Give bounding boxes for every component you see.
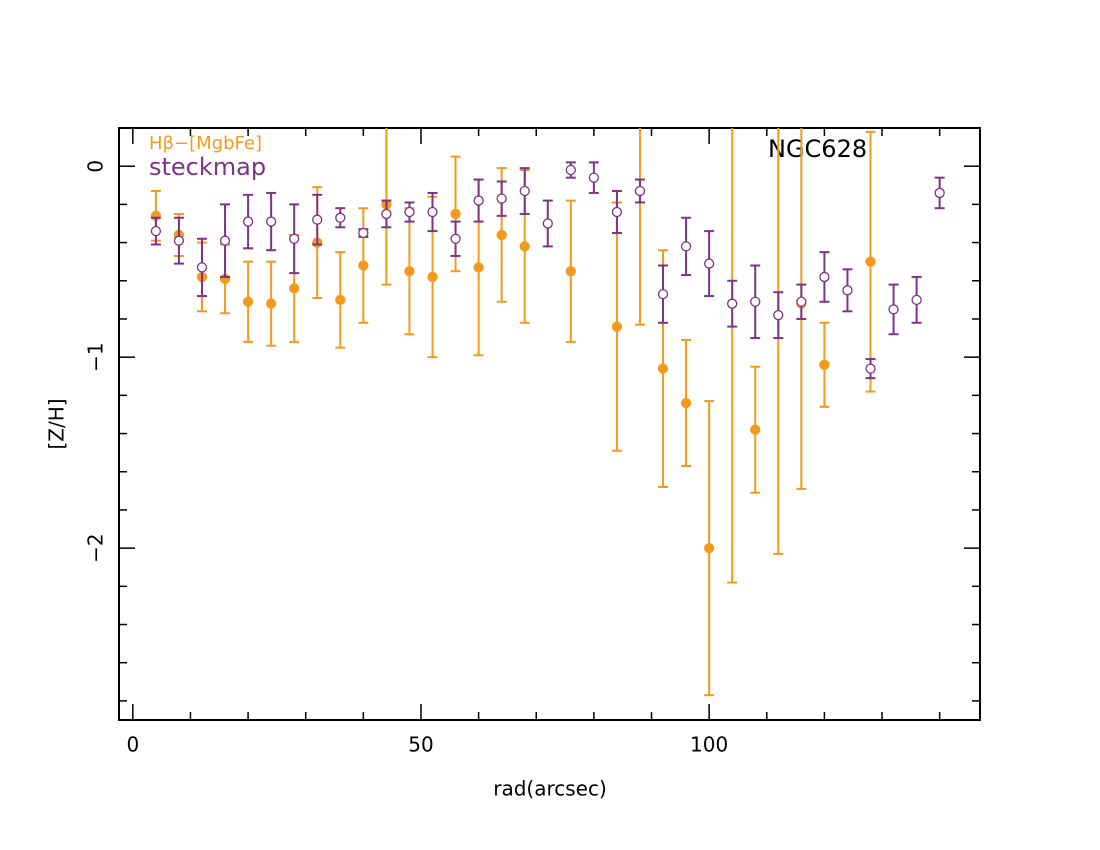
point [565, 164, 576, 176]
point [312, 214, 323, 225]
point [657, 288, 669, 300]
point [634, 185, 646, 197]
point [519, 241, 530, 252]
point [680, 397, 692, 409]
point [242, 296, 254, 307]
point [888, 304, 899, 315]
legend-entry: Hβ−[MgbFe] [149, 133, 262, 154]
legend-entry: steckmap [149, 153, 266, 181]
point [542, 218, 553, 229]
x-tick-label: 50 [408, 733, 433, 757]
x-tick-label: 0 [126, 733, 139, 757]
point [242, 216, 254, 227]
point [196, 262, 208, 273]
point [381, 208, 392, 220]
point [335, 294, 346, 306]
point [473, 195, 484, 206]
point [265, 298, 277, 309]
point [496, 193, 507, 204]
point [657, 363, 669, 374]
point [750, 424, 761, 435]
point [335, 212, 346, 223]
point [773, 309, 784, 321]
point [565, 266, 576, 277]
point [473, 262, 484, 273]
point [289, 233, 300, 244]
point [404, 206, 415, 218]
point [911, 294, 922, 306]
point [934, 187, 945, 199]
point [680, 241, 692, 252]
point [842, 285, 853, 296]
point [611, 321, 623, 332]
point [150, 225, 162, 237]
point [427, 206, 438, 218]
point [703, 542, 715, 554]
point [450, 208, 461, 220]
point [819, 359, 830, 370]
point [865, 363, 876, 374]
point [173, 235, 185, 246]
point [750, 296, 761, 307]
y-axis-label: [Z/H] [45, 398, 69, 449]
y-tick-label: −1 [84, 342, 108, 371]
point [819, 271, 830, 283]
point [450, 233, 461, 244]
point [865, 256, 876, 267]
point [611, 206, 623, 218]
point [289, 283, 300, 294]
y-tick-label: 0 [84, 160, 108, 173]
point [519, 185, 530, 197]
point [358, 260, 369, 271]
point [588, 172, 600, 183]
point [727, 298, 738, 309]
point [427, 271, 438, 283]
plot-area [150, 128, 945, 697]
point [358, 227, 369, 239]
point [496, 229, 507, 241]
point [219, 235, 231, 246]
point [796, 296, 807, 307]
x-axis-label: rad(arcsec) [493, 777, 607, 801]
annotation: NGC628 [768, 135, 867, 163]
y-tick-label: −2 [84, 533, 108, 562]
point [265, 216, 277, 227]
point [703, 258, 715, 269]
point [404, 266, 415, 277]
plot-frame [118, 127, 981, 721]
x-tick-label: 100 [690, 733, 728, 757]
